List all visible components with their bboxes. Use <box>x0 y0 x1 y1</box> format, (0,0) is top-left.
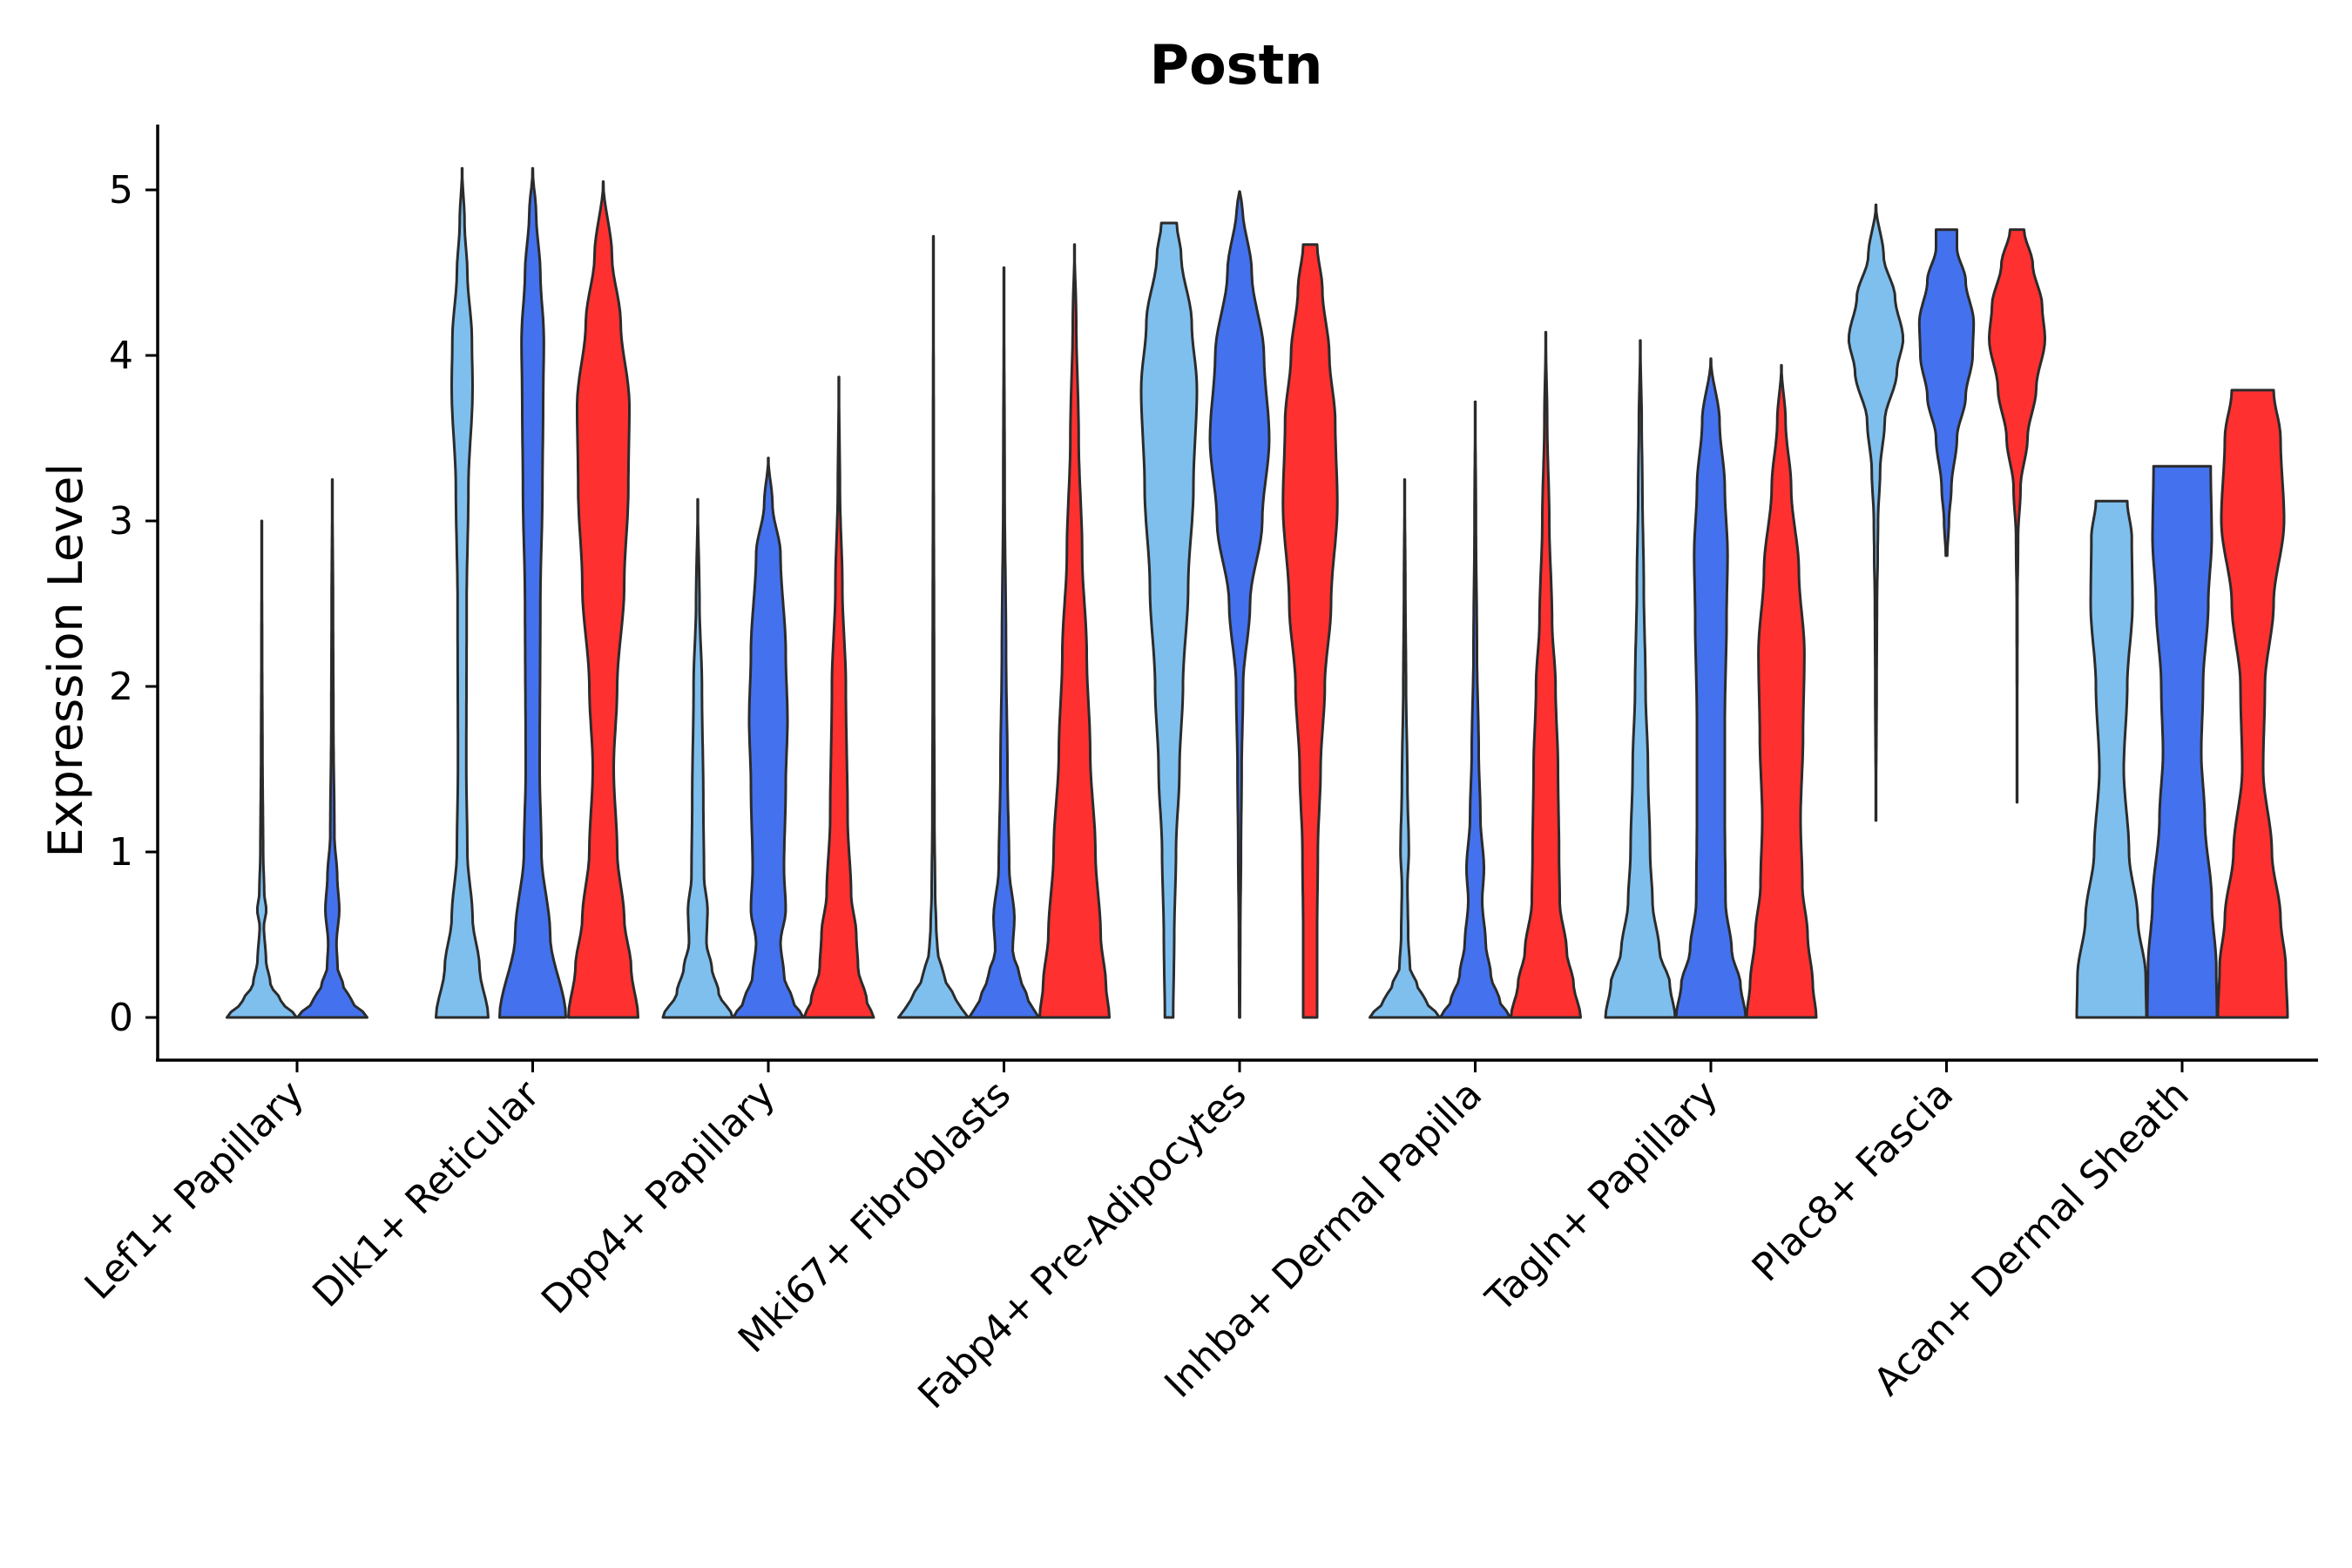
violin-mark <box>226 519 298 1019</box>
violin-group <box>2075 389 2289 1019</box>
violin-mark <box>1917 228 1976 558</box>
violin-mark <box>1281 243 1339 1019</box>
violin-mark <box>1510 330 1582 1019</box>
y-tick-label: 2 <box>109 665 133 709</box>
violin-mark <box>1745 363 1818 1019</box>
violin-mark <box>2075 499 2148 1019</box>
violin-mark <box>498 166 567 1019</box>
violin-group <box>1604 339 1818 1019</box>
violin-group <box>1847 203 2046 822</box>
y-axis-ticks: 0 1 2 3 4 5 <box>109 168 158 1040</box>
y-tick-label: 0 <box>109 996 133 1040</box>
violin-group <box>1139 190 1339 1019</box>
violin-mark <box>2146 464 2219 1019</box>
violin-layer <box>226 166 2289 1019</box>
violin-mark <box>1038 243 1111 1019</box>
violin-group <box>661 375 875 1019</box>
y-tick-label: 5 <box>109 168 133 213</box>
violin-mark <box>1208 190 1271 1019</box>
violin-mark <box>2216 389 2289 1019</box>
violin-mark <box>1439 400 1511 1019</box>
violin-mark <box>296 478 368 1019</box>
violin-mark <box>1604 339 1677 1019</box>
chart-title: Postn <box>1150 33 1323 97</box>
y-tick-label: 4 <box>109 334 133 378</box>
violin-mark <box>1988 228 2046 804</box>
violin-group <box>435 166 639 1019</box>
violin-mark <box>1139 221 1199 1019</box>
violin-group <box>226 478 368 1019</box>
violin-group <box>897 234 1111 1019</box>
violin-mark <box>661 497 734 1019</box>
violin-mark <box>802 375 875 1019</box>
y-tick-label: 1 <box>109 830 133 875</box>
y-tick-label: 3 <box>109 499 133 544</box>
violin-mark <box>897 234 970 1019</box>
violin-mark <box>732 456 805 1019</box>
violin-group <box>1369 330 1582 1019</box>
violin-mark <box>1369 478 1441 1019</box>
violin-mark <box>968 266 1040 1019</box>
violin-mark <box>567 180 639 1019</box>
y-axis-label: Expression Level <box>38 463 93 858</box>
violin-mark <box>435 166 490 1019</box>
violin-mark <box>1847 203 1905 822</box>
violin-mark <box>1674 357 1747 1019</box>
